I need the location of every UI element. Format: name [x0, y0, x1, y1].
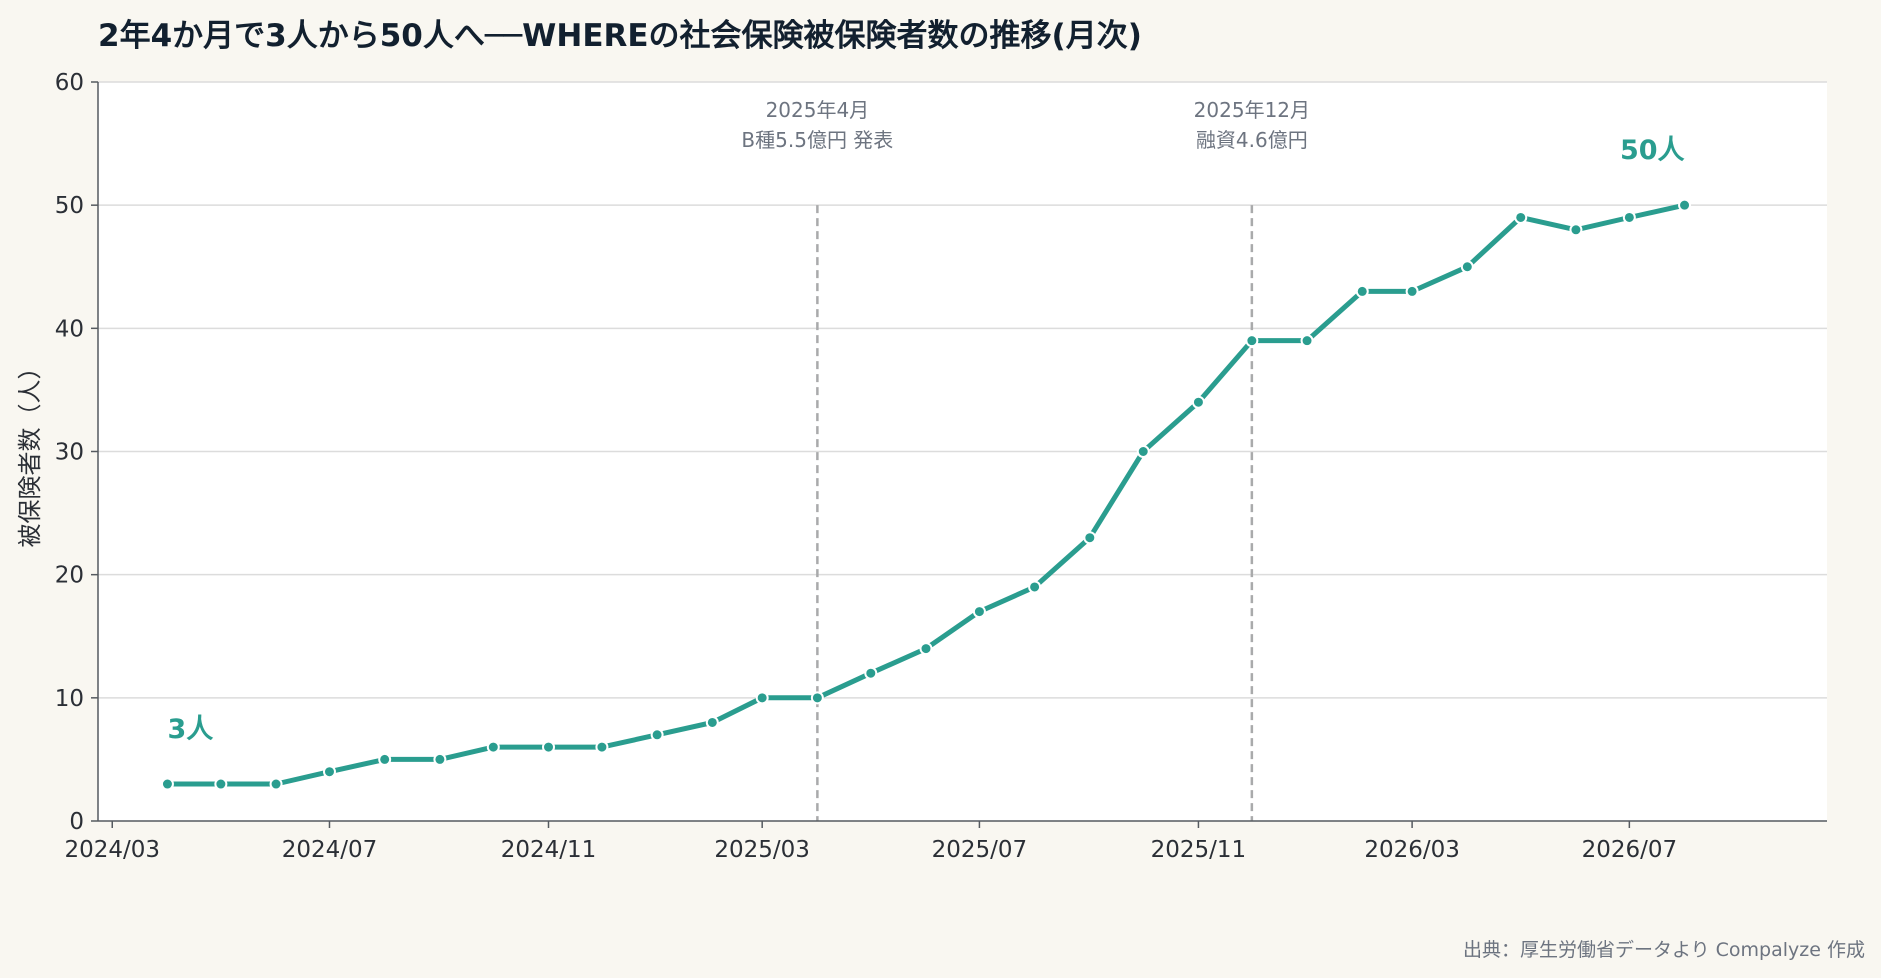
data-point — [434, 754, 445, 765]
y-tick-label: 30 — [55, 440, 84, 466]
y-tick-label: 10 — [55, 686, 84, 712]
data-point — [812, 692, 823, 703]
data-point — [1246, 335, 1257, 346]
data-point — [162, 779, 173, 790]
data-point — [488, 742, 499, 753]
data-point — [757, 692, 768, 703]
data-point — [1084, 532, 1095, 543]
y-tick-label: 40 — [55, 316, 84, 342]
source-note: 出典：厚生労働省データより Compalyze 作成 — [1463, 935, 1865, 962]
y-axis-title: 被保険者数（人） — [16, 356, 44, 548]
data-point — [865, 668, 876, 679]
data-point — [379, 754, 390, 765]
x-tick-label: 2025/03 — [714, 837, 810, 863]
data-point — [1515, 212, 1526, 223]
data-point — [596, 742, 607, 753]
data-point — [543, 742, 554, 753]
x-tick-label: 2024/11 — [501, 837, 597, 863]
y-tick-label: 20 — [55, 563, 84, 589]
data-point — [974, 606, 985, 617]
x-tick-label: 2025/07 — [932, 837, 1028, 863]
data-point — [271, 779, 282, 790]
event-label-line1: 2025年12月 — [1194, 98, 1310, 122]
y-tick-label: 0 — [69, 809, 84, 835]
data-point — [1462, 261, 1473, 272]
event-label-line2: 融資4.6億円 — [1196, 128, 1308, 152]
data-point — [324, 766, 335, 777]
x-tick-label: 2026/07 — [1582, 837, 1678, 863]
data-point — [920, 643, 931, 654]
x-tick-label: 2024/07 — [282, 837, 378, 863]
y-tick-label: 60 — [55, 70, 84, 96]
data-point — [215, 779, 226, 790]
data-point — [1407, 286, 1418, 297]
data-point — [1302, 335, 1313, 346]
x-tick-label: 2025/11 — [1151, 837, 1247, 863]
x-tick-label: 2024/03 — [64, 837, 160, 863]
data-point — [1679, 200, 1690, 211]
data-point — [1357, 286, 1368, 297]
data-point — [1570, 224, 1581, 235]
data-point — [1193, 397, 1204, 408]
event-label-line2: B種5.5億円 発表 — [741, 128, 893, 152]
data-point — [1138, 446, 1149, 457]
x-tick-label: 2026/03 — [1364, 837, 1460, 863]
event-label-line1: 2025年4月 — [766, 98, 870, 122]
data-point — [652, 729, 663, 740]
start-annotation: 3人 — [167, 714, 213, 745]
data-point — [1624, 212, 1635, 223]
y-tick-label: 50 — [55, 193, 84, 219]
data-point — [1029, 581, 1040, 592]
data-point — [707, 717, 718, 728]
end-annotation: 50人 — [1620, 135, 1685, 166]
